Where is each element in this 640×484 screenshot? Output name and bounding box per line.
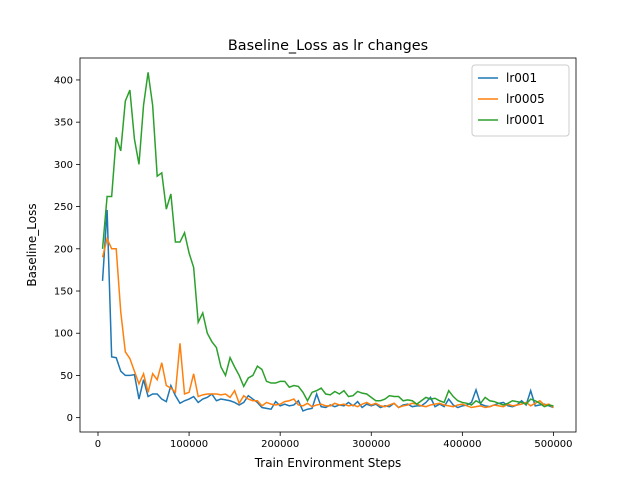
y-tick-label: 100 xyxy=(54,329,73,340)
y-tick-label: 50 xyxy=(60,371,73,382)
y-tick-label: 200 xyxy=(54,244,73,255)
y-tick-label: 0 xyxy=(67,413,73,424)
series-line xyxy=(101,209,554,412)
x-tick-label: 0 xyxy=(95,439,101,450)
y-tick-label: 150 xyxy=(54,287,73,298)
y-tick-label: 350 xyxy=(54,118,73,129)
x-tick-label: 100000 xyxy=(170,439,208,450)
y-tick-label: 300 xyxy=(54,160,73,171)
legend-box xyxy=(471,64,570,137)
y-tick-label: 400 xyxy=(54,75,73,86)
x-axis-label: Train Environment Steps xyxy=(254,456,402,470)
series-line xyxy=(101,236,554,409)
chart-title: Baseline_Loss as lr changes xyxy=(228,38,428,54)
x-tick-label: 300000 xyxy=(352,439,390,450)
plot-frame xyxy=(79,57,577,433)
x-tick-label: 200000 xyxy=(261,439,299,450)
x-tick-label: 500000 xyxy=(534,439,572,450)
x-tick-label: 400000 xyxy=(443,439,481,450)
series-line xyxy=(101,72,554,408)
legend-label: lr0005 xyxy=(506,92,545,106)
legend-label: lr0001 xyxy=(506,113,545,127)
y-axis-label: Baseline_Loss xyxy=(25,203,39,286)
y-tick-label: 250 xyxy=(54,202,73,213)
legend-label: lr001 xyxy=(506,71,537,85)
